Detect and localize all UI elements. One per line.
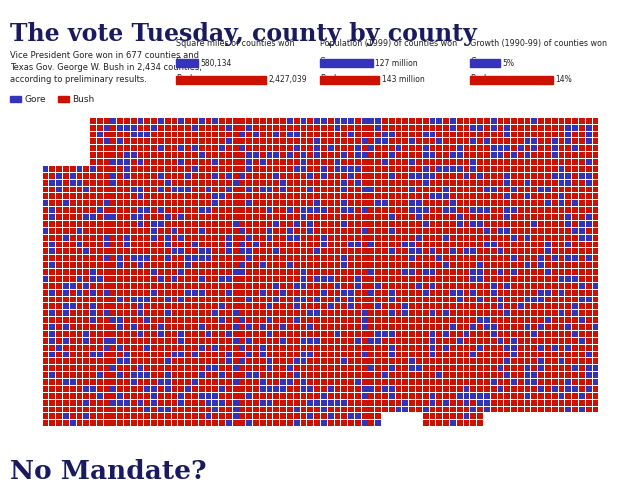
Text: Bush: Bush: [320, 74, 339, 83]
Text: The vote Tuesday, county by county: The vote Tuesday, county by county: [10, 22, 476, 46]
Text: Bush: Bush: [176, 74, 195, 83]
Text: Gore: Gore: [320, 57, 339, 66]
Text: 2,427,039: 2,427,039: [269, 75, 308, 84]
Text: 580,134: 580,134: [200, 59, 232, 68]
Text: Population (1999) of counties won: Population (1999) of counties won: [320, 39, 457, 48]
Text: 143 million: 143 million: [382, 75, 425, 84]
Text: Bush: Bush: [470, 74, 489, 83]
Text: Growth (1990-99) of counties won: Growth (1990-99) of counties won: [470, 39, 607, 48]
Text: Vice President Gore won in 677 counties and
Texas Gov. George W. Bush in 2,434 c: Vice President Gore won in 677 counties …: [10, 51, 202, 84]
Text: Gore: Gore: [470, 57, 489, 66]
Text: Square miles of counties won: Square miles of counties won: [176, 39, 294, 48]
Text: 127 million: 127 million: [375, 59, 418, 68]
Text: 14%: 14%: [556, 75, 572, 84]
Text: No Mandate?: No Mandate?: [10, 459, 206, 484]
Text: 5%: 5%: [502, 59, 515, 68]
Text: Gore: Gore: [176, 57, 195, 66]
Text: Bush: Bush: [72, 95, 95, 104]
Text: Gore: Gore: [24, 95, 46, 104]
